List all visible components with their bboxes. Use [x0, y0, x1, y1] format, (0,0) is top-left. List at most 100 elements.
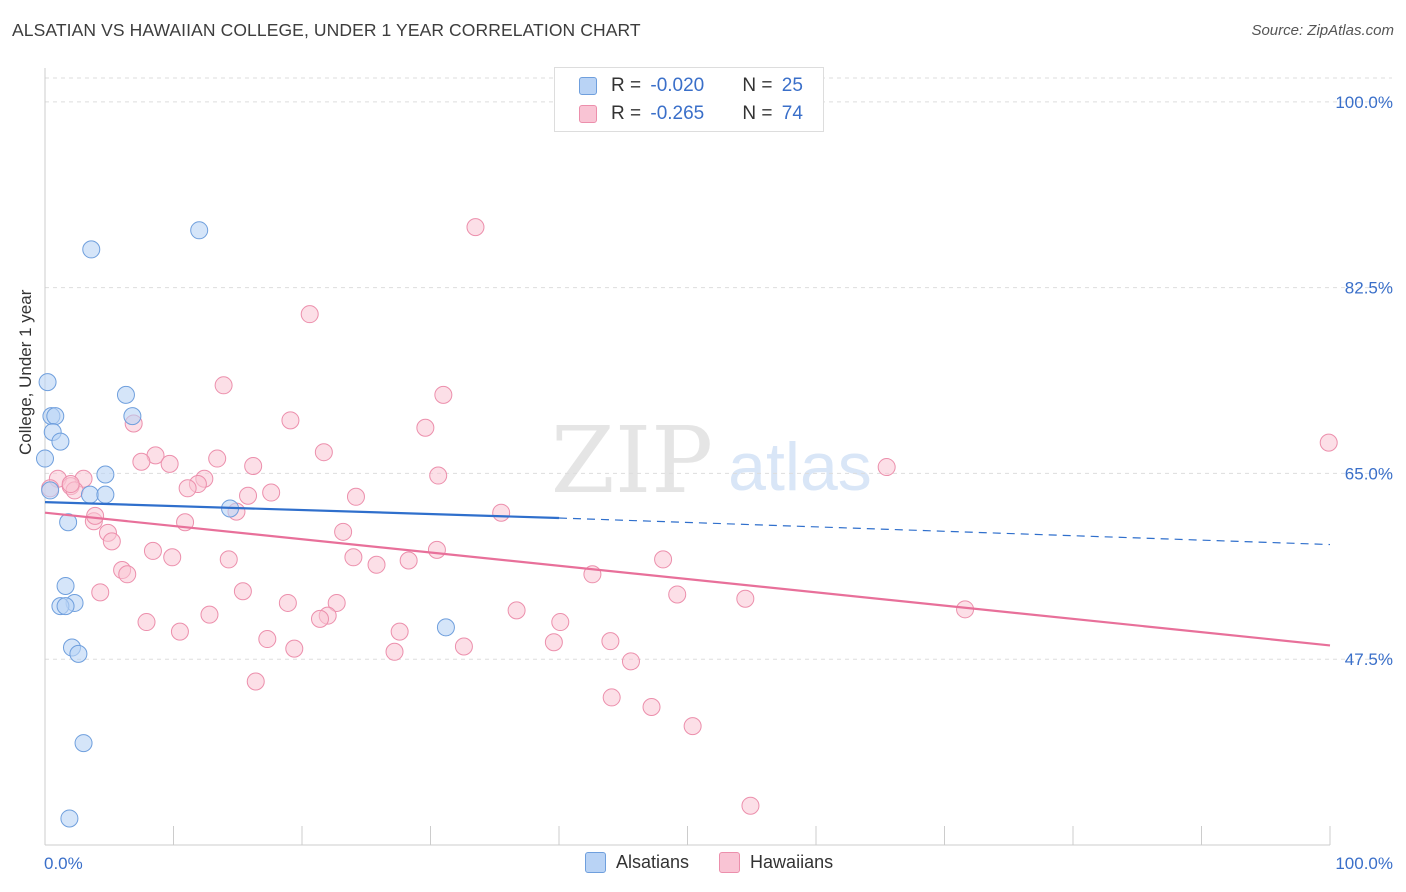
hawaiians-point [544, 633, 563, 652]
hawaiians-point [214, 376, 233, 395]
hawaiians-points [41, 218, 1338, 815]
hawaiians-point [61, 475, 80, 494]
watermark-atlas: atlas [728, 429, 872, 505]
alsatians-point [116, 385, 135, 404]
trend-lines [44, 500, 1331, 647]
hawaiians-point [654, 550, 673, 569]
hawaiians-point [736, 589, 755, 608]
hawaiians-point [278, 593, 297, 612]
legend-row-alsatians: R = -0.020 N = 25 [579, 74, 803, 98]
hawaiians-point [200, 605, 219, 624]
hawaiians-point [233, 582, 252, 601]
hawaiians-point [281, 411, 300, 430]
chart-title: ALSATIAN VS HAWAIIAN COLLEGE, UNDER 1 YE… [12, 20, 641, 40]
watermark-zip: ZIP [551, 407, 713, 514]
alsatians-point [123, 407, 142, 426]
legend-item-hawaiians[interactable]: Hawaiians [719, 852, 833, 873]
hawaiians-point [244, 456, 263, 475]
hawaiians-point [668, 585, 687, 604]
tick-labels: 47.5% 65.0% 82.5% 100.0% 0.0% 100.0% [44, 93, 1393, 873]
hawaiians-point [346, 487, 365, 506]
hawaiians-point [285, 639, 304, 658]
alsatians-point [96, 485, 115, 504]
alsatians-trend-extension [558, 517, 1331, 546]
hawaiians-point [390, 622, 409, 641]
hawaiians-point [137, 613, 156, 632]
alsatians-point [436, 618, 455, 637]
hawaiians-point [399, 551, 418, 570]
hawaiians-point [492, 503, 511, 522]
hawaiians-point [258, 630, 277, 649]
legend-r-label: R = [611, 103, 647, 124]
gridlines [45, 77, 1392, 660]
hawaiians-point [601, 632, 620, 651]
hawaiians-point [208, 449, 227, 468]
y-tick-label: 82.5% [1345, 279, 1393, 298]
legend-r-value: -0.020 [650, 75, 705, 96]
alsatians-point [46, 407, 65, 426]
hawaiians-point [741, 796, 760, 815]
hawaiians-point [91, 583, 110, 602]
hawaiians-point [602, 688, 621, 707]
alsatians-point [36, 449, 54, 468]
hawaiians-point [1319, 433, 1338, 452]
hawaiians-point [416, 418, 435, 437]
y-tick-label: 100.0% [1335, 93, 1393, 112]
hawaiians-point [385, 642, 404, 661]
alsatians-point [190, 221, 209, 240]
hawaiians-swatch [719, 852, 741, 873]
legend-n-value: 25 [781, 75, 803, 96]
hawaiians-point [118, 565, 137, 584]
alsatians-point [56, 576, 75, 595]
legend-item-alsatians[interactable]: Alsatians [585, 852, 689, 873]
hawaiians-point [178, 479, 197, 498]
alsatians-point [56, 597, 75, 616]
hawaiians-point [334, 522, 353, 541]
y-axis-label: College, Under 1 year [16, 289, 35, 455]
alsatians-point [38, 373, 57, 392]
alsatians-trend-line [44, 500, 560, 520]
hawaiians-swatch [579, 105, 597, 123]
hawaiians-point [219, 550, 238, 569]
hawaiians-point [466, 218, 485, 237]
alsatians-point [60, 809, 79, 828]
hawaiians-point [683, 717, 702, 736]
hawaiians-point [239, 486, 258, 505]
x-tick-label: 0.0% [44, 854, 83, 873]
alsatians-point [69, 644, 88, 663]
hawaiians-point [344, 548, 363, 567]
alsatians-point [74, 734, 93, 753]
hawaiians-point [621, 652, 640, 671]
alsatians-swatch [585, 852, 606, 873]
legend-n-label: N = [742, 75, 778, 96]
legend-row-hawaiians: R = -0.265 N = 74 [579, 102, 803, 126]
hawaiians-point [102, 532, 121, 551]
hawaiians-point [314, 443, 333, 462]
hawaiians-point [434, 385, 453, 404]
hawaiians-point [132, 452, 151, 471]
legend-label-hawaiians: Hawaiians [750, 852, 834, 872]
source-credit: Source: ZipAtlas.com [1251, 22, 1394, 39]
alsatians-point [51, 432, 70, 451]
hawaiians-point [642, 697, 661, 716]
hawaiians-point [86, 506, 105, 525]
hawaiians-trend-line [44, 511, 1331, 647]
alsatians-swatch [579, 77, 597, 95]
hawaiians-point [551, 613, 570, 632]
hawaiians-point [300, 305, 319, 324]
legend-label-alsatians: Alsatians [616, 852, 690, 872]
legend-n-value: 74 [781, 103, 803, 124]
legend-r-label: R = [611, 75, 647, 96]
x-tick-label: 100.0% [1335, 854, 1393, 873]
y-tick-label: 47.5% [1345, 650, 1393, 669]
hawaiians-point [246, 672, 265, 691]
alsatians-points [36, 221, 455, 828]
legend-r-value: -0.265 [650, 103, 705, 124]
series-legend: Alsatians Hawaiians [585, 852, 863, 873]
hawaiians-point [170, 622, 189, 641]
alsatians-point [59, 513, 78, 532]
correlation-legend: R = -0.020 N = 25 R = -0.265 N = 74 [554, 67, 824, 132]
legend-n-label: N = [742, 103, 778, 124]
hawaiians-point [877, 458, 896, 477]
